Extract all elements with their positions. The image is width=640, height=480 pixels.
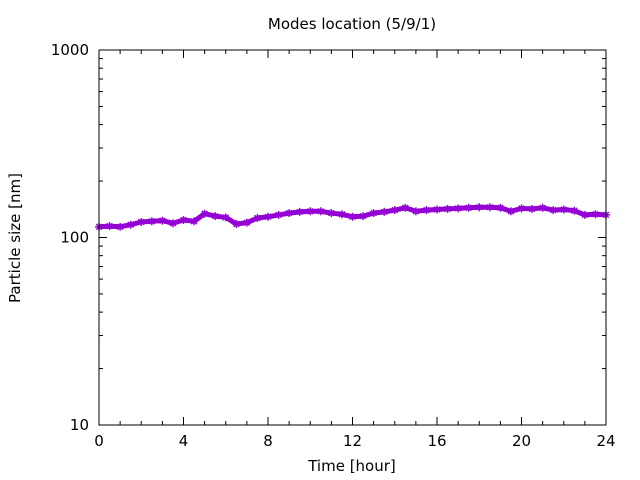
data-point: [464, 203, 473, 212]
data-point: [496, 203, 505, 212]
y-axis-label: Particle size [nm]: [6, 173, 24, 303]
data-point: [454, 204, 463, 213]
y-tick-label: 10: [70, 416, 89, 434]
data-point: [253, 214, 262, 223]
data-point: [591, 210, 600, 219]
data-point: [570, 206, 579, 215]
x-tick-label: 0: [94, 432, 104, 450]
data-point: [295, 207, 304, 216]
x-tick-label: 20: [512, 432, 531, 450]
data-point: [327, 209, 336, 218]
y-tick-label: 100: [60, 229, 89, 247]
data-point: [580, 210, 589, 219]
data-point: [316, 207, 325, 216]
data-point: [158, 216, 167, 225]
data-point: [137, 217, 146, 226]
data-point: [422, 206, 431, 215]
data-point: [369, 209, 378, 218]
series-layer: [95, 203, 610, 231]
data-point: [475, 203, 484, 212]
data-point: [411, 207, 420, 216]
data-point: [359, 212, 368, 221]
x-axis-ticks: 0 4 8 12 16 20 24: [94, 50, 616, 450]
x-tick-label: 12: [343, 432, 362, 450]
data-point: [242, 218, 251, 227]
data-point: [200, 209, 209, 218]
plot-frame: [98, 49, 607, 426]
data-point: [168, 219, 177, 228]
data-point: [116, 222, 125, 231]
data-point: [517, 204, 526, 213]
data-point: [264, 212, 272, 221]
data-point: [126, 220, 135, 229]
data-point: [348, 212, 357, 221]
y-tick-label: 1000: [51, 41, 89, 59]
x-tick-label: 4: [179, 432, 189, 450]
data-point: [559, 205, 568, 214]
data-point: [443, 204, 452, 213]
data-point: [285, 209, 294, 218]
data-point: [221, 213, 230, 222]
data-point: [337, 210, 346, 219]
data-point: [538, 203, 547, 212]
x-axis-label: Time [hour]: [307, 457, 396, 475]
data-point: [390, 206, 399, 215]
data-point: [211, 212, 220, 221]
data-point: [528, 204, 537, 213]
data-point: [179, 215, 188, 224]
data-point: [232, 220, 241, 229]
x-tick-label: 24: [596, 432, 615, 450]
data-point: [380, 207, 389, 216]
data-point: [549, 206, 558, 215]
data-point: [105, 222, 114, 231]
data-point: [506, 207, 515, 216]
x-tick-label: 16: [427, 432, 446, 450]
data-point: [147, 217, 156, 226]
data-point: [401, 203, 410, 212]
data-point: [306, 207, 315, 216]
data-point: [433, 205, 441, 214]
chart-title: Modes location (5/9/1): [268, 15, 436, 33]
data-point: [190, 217, 199, 226]
x-tick-label: 8: [263, 432, 273, 450]
data-point: [485, 203, 494, 212]
y-axis-ticks: 10 100 1000: [51, 41, 606, 434]
data-point: [274, 210, 283, 219]
